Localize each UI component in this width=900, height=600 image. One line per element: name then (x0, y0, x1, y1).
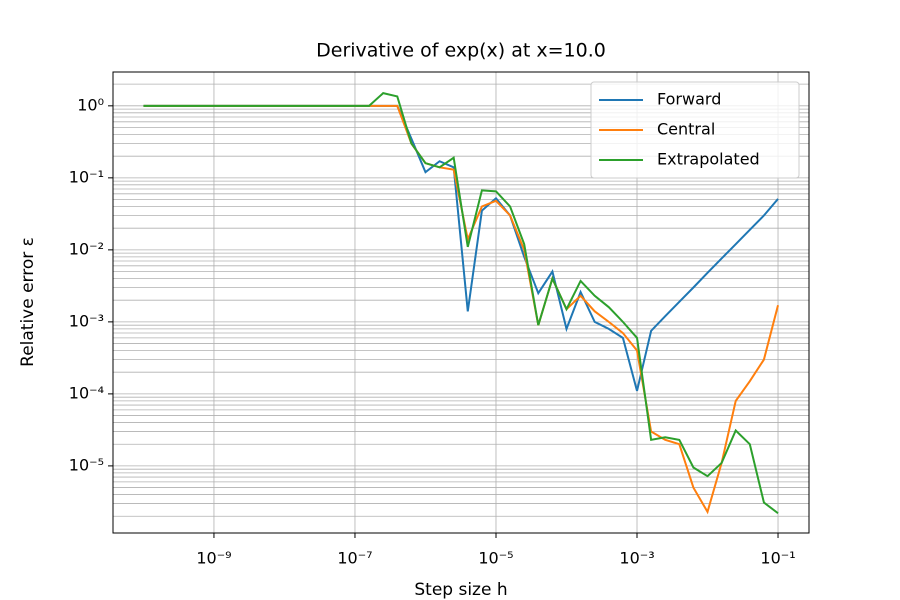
y-tick-label: 10⁻² (69, 239, 104, 258)
x-tick-label: 10⁻⁵ (478, 549, 513, 568)
plot-frame (112, 71, 810, 534)
legend-label: Forward (657, 90, 721, 109)
x-tick-label: 10⁻¹ (760, 549, 795, 568)
y-tick-label: 10⁻⁴ (69, 383, 104, 402)
x-tick-label: 10⁻³ (619, 549, 654, 568)
y-tick-label: 10⁰ (77, 95, 104, 114)
x-tick-label: 10⁻⁹ (196, 549, 231, 568)
x-tick-label: 10⁻⁷ (337, 549, 372, 568)
chart-title: Derivative of exp(x) at x=10.0 (316, 40, 606, 62)
y-tick-label: 10⁻¹ (69, 167, 104, 186)
y-tick-label: 10⁻⁵ (69, 455, 104, 474)
y-axis-label: Relative error ε (18, 237, 38, 367)
legend-box (590, 81, 800, 179)
x-axis-label: Step size h (414, 580, 507, 600)
legend-label: Extrapolated (657, 150, 760, 169)
legend-label: Central (657, 120, 715, 139)
y-tick-label: 10⁻³ (69, 311, 104, 330)
series-line (143, 92, 779, 515)
